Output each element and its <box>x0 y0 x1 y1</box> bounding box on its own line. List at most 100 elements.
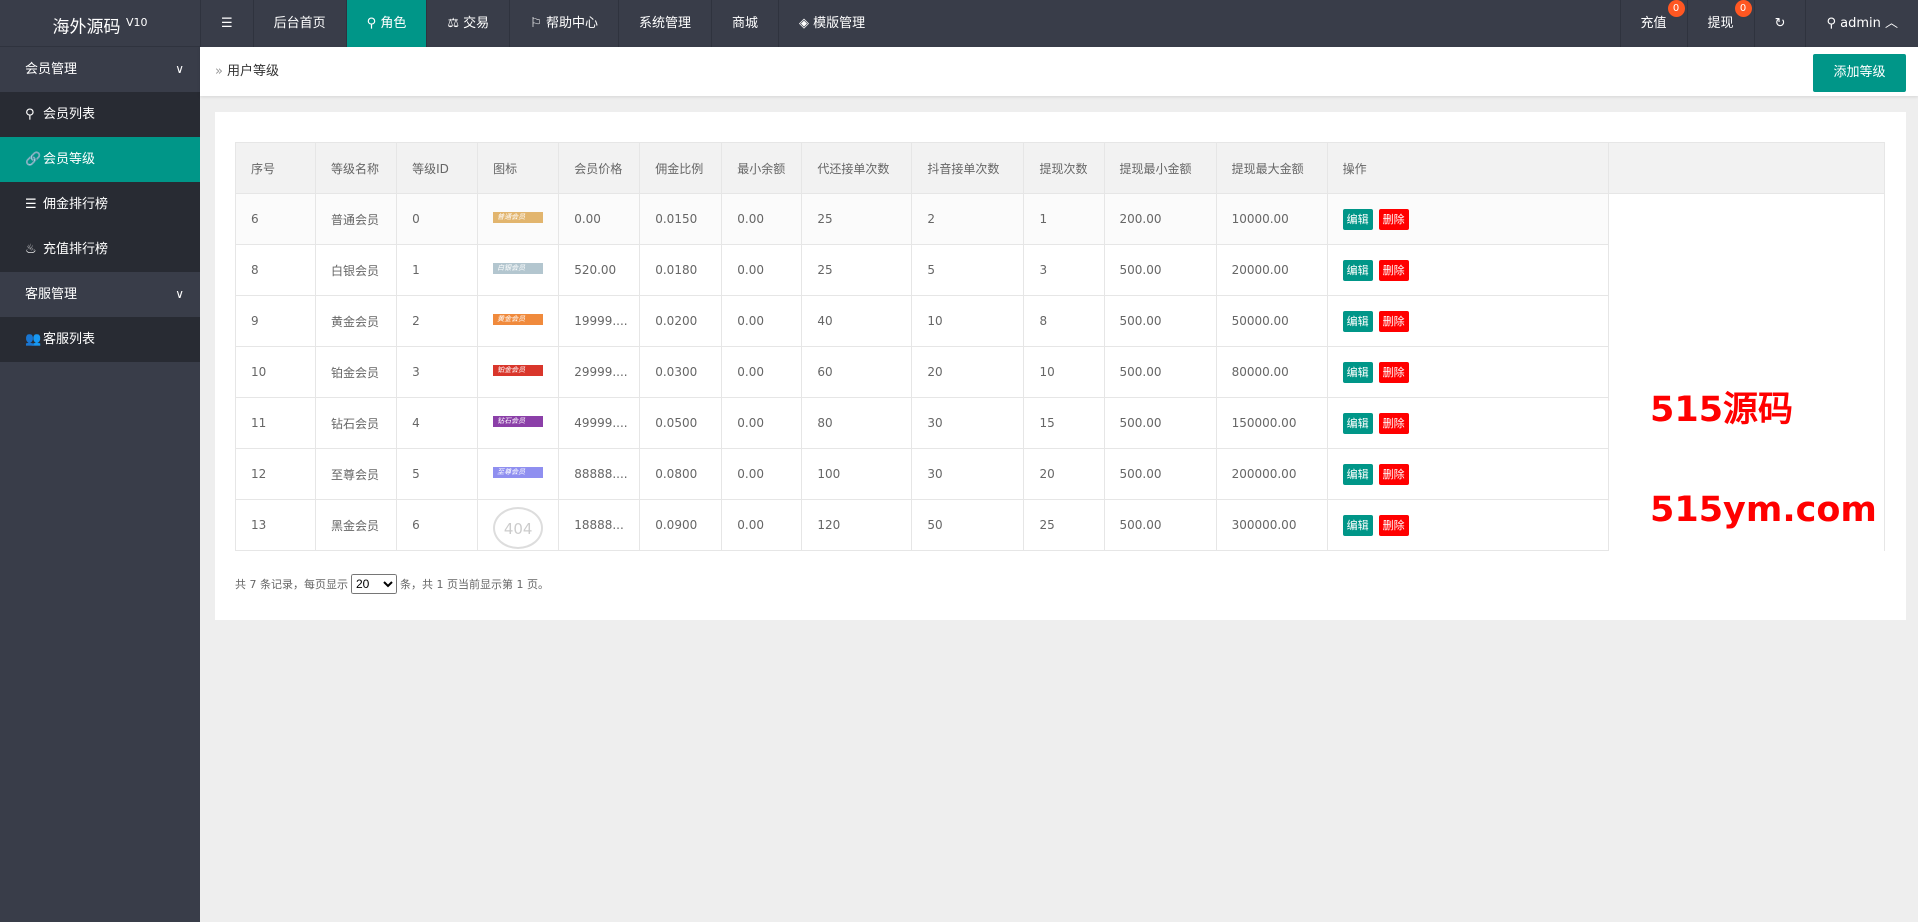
nav-item-5[interactable]: 系统管理 <box>617 0 711 47</box>
sidebar-group-label: 会员管理 <box>25 62 78 77</box>
chevron-down-icon: ∨ <box>175 62 184 76</box>
nav-item-3[interactable]: ⚖ 交易 <box>426 0 509 47</box>
nav-item-2[interactable]: ⚲ 角色 <box>345 0 427 47</box>
nav-item-0[interactable]: ☰ <box>200 0 253 47</box>
chevron-down-icon: ∨ <box>175 287 184 301</box>
right-nav-item-1[interactable]: 提现 0 <box>1686 0 1754 47</box>
cell-price: 0.00 <box>558 193 641 245</box>
column-header: 提现次数 <box>1023 142 1105 194</box>
cell-repay: 100 <box>801 448 913 500</box>
user-icon: ⚲ <box>25 107 35 122</box>
nav-item-4[interactable]: ⚐ 帮助中心 <box>509 0 618 47</box>
cell-name: 白银会员 <box>315 244 398 296</box>
edit-button[interactable]: 编辑 <box>1342 514 1373 536</box>
app-title: 海外源码 <box>52 17 121 38</box>
cell-wd: 1 <box>1023 193 1105 245</box>
cell-actions: 编辑 删除 <box>1326 244 1609 296</box>
cell-price: 520.00 <box>558 244 641 296</box>
cell-min: 0.00 <box>721 244 803 296</box>
delete-button[interactable]: 删除 <box>1378 514 1409 536</box>
scale-icon: ⚖ <box>447 16 464 31</box>
cell-wd: 20 <box>1023 448 1105 500</box>
breadcrumb: » 用户等级 <box>215 47 283 96</box>
page-size-select[interactable]: 20 <box>351 574 397 594</box>
nav-item-label: 后台首页 <box>273 16 326 31</box>
right-nav-item-3[interactable]: ⚲ admin ︿ <box>1805 0 1918 47</box>
edit-button[interactable]: 编辑 <box>1342 361 1373 383</box>
delete-button[interactable]: 删除 <box>1378 361 1409 383</box>
cell-min: 0.00 <box>721 499 803 551</box>
nav-item-label: 模版管理 <box>813 16 866 31</box>
watermark-line1: 515源码 <box>1650 390 1794 430</box>
right-nav-item-0[interactable]: 充值 0 <box>1619 0 1687 47</box>
table-row: 12 至尊会员 5 至尊会员 88888.... 0.0800 0.00 100 30 20 500… <box>234 448 1886 500</box>
table-row: 8 白银会员 1 白银会员 520.00 0.0180 0.00 25 5 3 500.00 2000… <box>234 244 1886 296</box>
sidebar-item-0-0[interactable]: ⚲ 会员列表 <box>0 92 200 137</box>
pagination: 共 7 条记录，每页显示 20 条，共 1 页当前显示第 1 页。 <box>235 574 549 594</box>
delete-button[interactable]: 删除 <box>1378 259 1409 281</box>
add-level-button[interactable]: 添加等级 <box>1813 54 1906 92</box>
edit-button[interactable]: 编辑 <box>1342 310 1373 332</box>
sidebar-item-label: 会员等级 <box>43 152 96 167</box>
nav-item-1[interactable]: 后台首页 <box>252 0 346 47</box>
sidebar-item-label: 会员列表 <box>43 107 96 122</box>
cell-no: 9 <box>234 295 317 347</box>
delete-button[interactable]: 删除 <box>1378 463 1409 485</box>
delete-button[interactable]: 删除 <box>1378 412 1409 434</box>
column-header: 提现最大金额 <box>1215 142 1328 194</box>
cell-actions: 编辑 删除 <box>1326 295 1609 347</box>
cell-no: 6 <box>234 193 317 245</box>
double-chevron-icon: » <box>215 64 223 79</box>
cell-douyin: 10 <box>911 295 1025 347</box>
sidebar-group-1[interactable]: 客服管理 ∨ <box>0 272 200 317</box>
cell-name: 钻石会员 <box>315 397 398 449</box>
sidebar-item-label: 客服列表 <box>43 332 96 347</box>
cell-blank <box>1607 244 1886 296</box>
sidebar-group-0[interactable]: 会员管理 ∨ <box>0 47 200 92</box>
cell-ratio: 0.0500 <box>639 397 723 449</box>
nav-item-label: 商城 <box>731 16 758 31</box>
cell-badge: 钻石会员 <box>477 397 560 449</box>
column-header: 等级ID <box>396 142 479 194</box>
column-header: 操作 <box>1326 142 1609 194</box>
nav-item-7[interactable]: ◈ 模版管理 <box>778 0 885 47</box>
cell-price: 18888... <box>558 499 641 551</box>
broken-image-icon: 404 <box>493 507 544 549</box>
cell-ratio: 0.0200 <box>639 295 723 347</box>
user-icon: ⚲ <box>1826 16 1841 31</box>
cell-repay: 25 <box>801 193 913 245</box>
fire-icon: ♨ <box>25 242 37 257</box>
cell-wdmin: 200.00 <box>1103 193 1217 245</box>
cell-price: 49999.... <box>558 397 641 449</box>
sidebar-item-1-0[interactable]: 👥 客服列表 <box>0 317 200 362</box>
pagination-prefix: 共 7 条记录，每页显示 <box>235 578 348 591</box>
cell-name: 铂金会员 <box>315 346 398 398</box>
level-badge-image: 至尊会员 <box>493 467 544 478</box>
cell-ratio: 0.0150 <box>639 193 723 245</box>
sidebar: 会员管理 ∨ ⚲ 会员列表 🔗 会员等级 ☰ 佣金排行榜 ♨ 充值排行榜客服管理 ∨ 👥 客服列表 <box>0 47 200 922</box>
sidebar-item-0-2[interactable]: ☰ 佣金排行榜 <box>0 182 200 227</box>
cell-wd: 25 <box>1023 499 1105 551</box>
cell-badge: 铂金会员 <box>477 346 560 398</box>
sidebar-item-0-1[interactable]: 🔗 会员等级 <box>0 137 200 182</box>
delete-button[interactable]: 删除 <box>1378 208 1409 230</box>
cell-wdmax: 10000.00 <box>1215 193 1328 245</box>
right-nav-item-2[interactable]: ↻ <box>1753 0 1806 47</box>
sidebar-item-label: 佣金排行榜 <box>43 197 109 212</box>
edit-button[interactable]: 编辑 <box>1342 208 1373 230</box>
cell-douyin: 2 <box>911 193 1025 245</box>
table-row: 9 黄金会员 2 黄金会员 19999.... 0.0200 0.00 40 10 8 500.00… <box>234 295 1886 347</box>
cell-wd: 3 <box>1023 244 1105 296</box>
edit-button[interactable]: 编辑 <box>1342 259 1373 281</box>
level-badge-image: 钻石会员 <box>493 416 544 427</box>
edit-button[interactable]: 编辑 <box>1342 412 1373 434</box>
cell-price: 19999.... <box>558 295 641 347</box>
table-row: 13 黑金会员 6 404 18888... 0.0900 0.00 120 50 25 500.0… <box>234 499 1886 551</box>
delete-button[interactable]: 删除 <box>1378 310 1409 332</box>
sidebar-item-label: 充值排行榜 <box>43 242 109 257</box>
nav-item-6[interactable]: 商城 <box>710 0 778 47</box>
cell-name: 至尊会员 <box>315 448 398 500</box>
sidebar-item-0-3[interactable]: ♨ 充值排行榜 <box>0 227 200 272</box>
level-badge-image: 黄金会员 <box>493 314 544 325</box>
edit-button[interactable]: 编辑 <box>1342 463 1373 485</box>
